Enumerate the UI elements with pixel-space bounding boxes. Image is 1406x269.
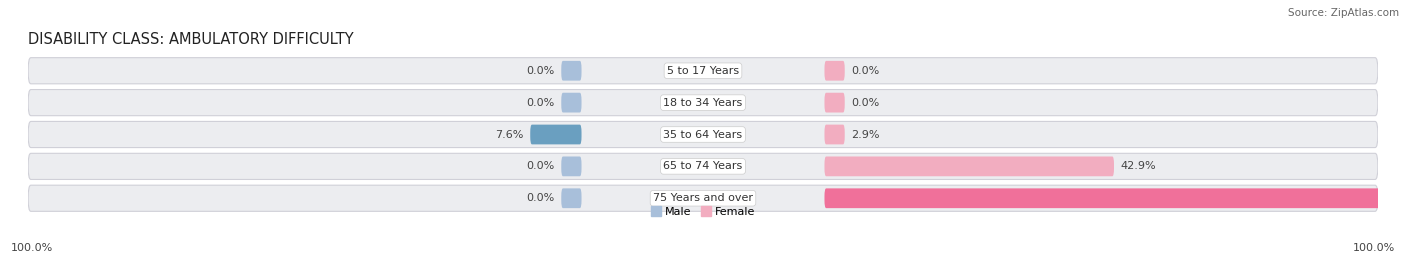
Text: 0.0%: 0.0% bbox=[526, 161, 554, 171]
Text: 100.0%: 100.0% bbox=[1353, 243, 1395, 253]
Text: 0.0%: 0.0% bbox=[852, 66, 880, 76]
Text: 0.0%: 0.0% bbox=[526, 66, 554, 76]
FancyBboxPatch shape bbox=[824, 93, 845, 112]
Text: 100.0%: 100.0% bbox=[11, 243, 53, 253]
FancyBboxPatch shape bbox=[28, 121, 1378, 148]
Legend: Male, Female: Male, Female bbox=[651, 206, 755, 217]
Text: 75 Years and over: 75 Years and over bbox=[652, 193, 754, 203]
Text: 35 to 64 Years: 35 to 64 Years bbox=[664, 129, 742, 140]
Text: 42.9%: 42.9% bbox=[1121, 161, 1156, 171]
Text: 0.0%: 0.0% bbox=[526, 193, 554, 203]
Text: DISABILITY CLASS: AMBULATORY DIFFICULTY: DISABILITY CLASS: AMBULATORY DIFFICULTY bbox=[28, 32, 354, 47]
FancyBboxPatch shape bbox=[28, 90, 1378, 116]
FancyBboxPatch shape bbox=[28, 153, 1378, 179]
Text: Source: ZipAtlas.com: Source: ZipAtlas.com bbox=[1288, 8, 1399, 18]
Text: 18 to 34 Years: 18 to 34 Years bbox=[664, 98, 742, 108]
Text: 0.0%: 0.0% bbox=[526, 98, 554, 108]
FancyBboxPatch shape bbox=[561, 93, 582, 112]
Text: 5 to 17 Years: 5 to 17 Years bbox=[666, 66, 740, 76]
FancyBboxPatch shape bbox=[561, 188, 582, 208]
FancyBboxPatch shape bbox=[28, 58, 1378, 84]
FancyBboxPatch shape bbox=[28, 185, 1378, 211]
Text: 0.0%: 0.0% bbox=[852, 98, 880, 108]
FancyBboxPatch shape bbox=[561, 157, 582, 176]
FancyBboxPatch shape bbox=[824, 61, 845, 81]
Text: 2.9%: 2.9% bbox=[852, 129, 880, 140]
FancyBboxPatch shape bbox=[824, 188, 1406, 208]
FancyBboxPatch shape bbox=[824, 125, 845, 144]
FancyBboxPatch shape bbox=[530, 125, 582, 144]
Text: 65 to 74 Years: 65 to 74 Years bbox=[664, 161, 742, 171]
FancyBboxPatch shape bbox=[561, 61, 582, 81]
Text: 7.6%: 7.6% bbox=[495, 129, 523, 140]
FancyBboxPatch shape bbox=[824, 157, 1114, 176]
